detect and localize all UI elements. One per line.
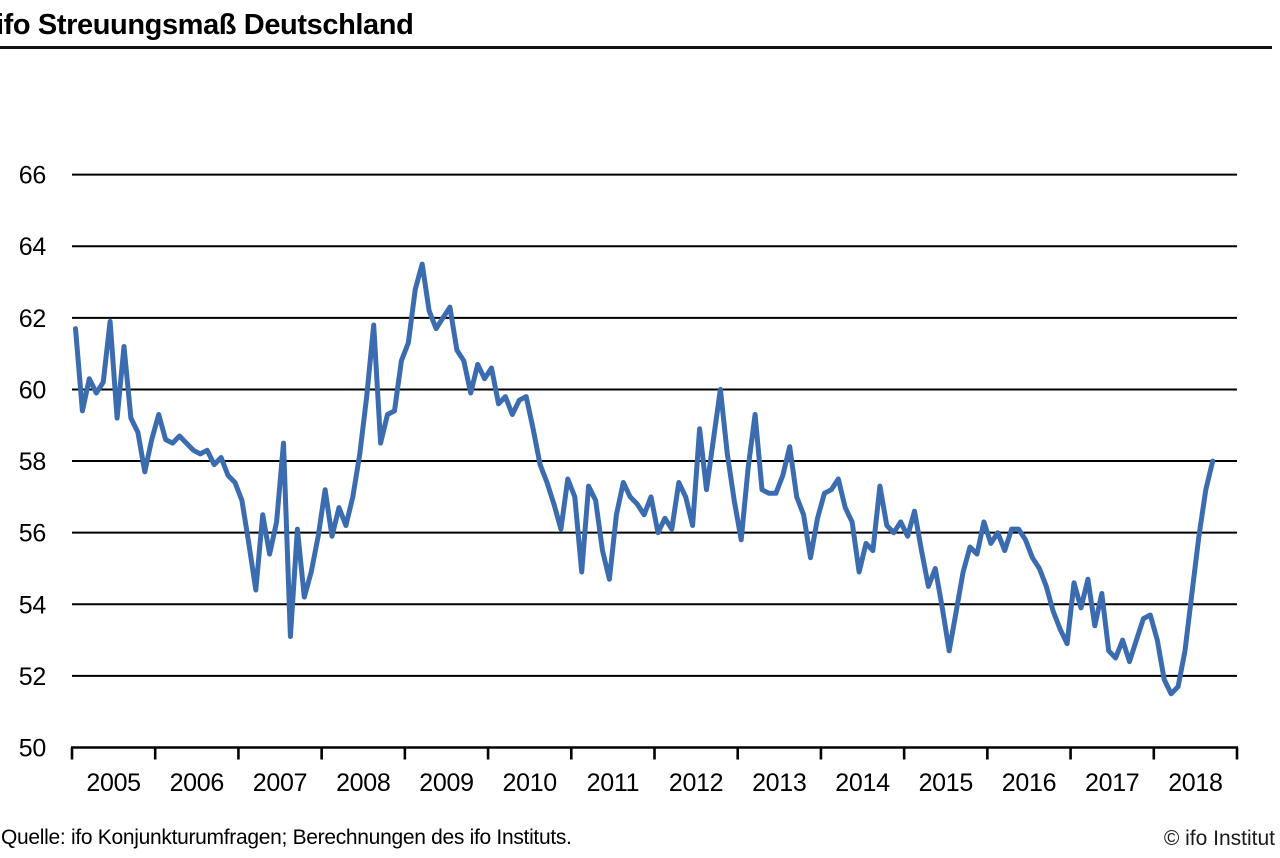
x-axis-ticks (70, 747, 1239, 760)
x-axis-tick-label: 2016 (1002, 769, 1056, 797)
y-axis-tick-label: 54 (19, 591, 47, 619)
y-axis-labels: 66 64 62 60 58 56 54 52 50 (19, 162, 47, 763)
x-axis-tick-label: 2017 (1085, 769, 1139, 797)
y-axis-tick-label: 62 (19, 305, 46, 333)
x-axis-tick-label: 2007 (253, 769, 307, 797)
y-axis-tick-label: 50 (19, 735, 46, 763)
x-axis-tick-label: 2008 (336, 769, 390, 797)
y-axis-tick-label: 58 (19, 448, 46, 476)
line-chart: 66 64 62 60 58 56 54 52 50 2005 2006 200… (19, 162, 1239, 797)
series-line (73, 261, 1216, 697)
x-axis-tick-label: 2015 (919, 769, 973, 797)
copyright-note: © ifo Institut (1163, 827, 1275, 850)
x-axis-tick-label: 2010 (502, 769, 556, 797)
x-axis-tick-label: 2009 (419, 769, 473, 797)
y-axis-tick-label: 64 (19, 233, 47, 261)
gridlines (72, 173, 1237, 677)
source-note: Quelle: ifo Konjunkturumfragen; Berechnu… (1, 826, 572, 849)
x-axis-tick-label: 2013 (752, 769, 806, 797)
x-axis-tick-label: 2006 (170, 769, 224, 797)
x-axis-tick-label: 2014 (835, 769, 890, 797)
y-axis-tick-label: 60 (19, 376, 46, 404)
y-axis-tick-label: 52 (19, 663, 46, 691)
x-axis-labels: 2005 2006 2007 2008 2009 2010 2011 2012 … (86, 769, 1223, 797)
x-axis-tick-label: 2011 (587, 769, 640, 797)
y-axis-tick-label: 56 (19, 520, 46, 548)
x-axis-tick-label: 2018 (1168, 769, 1222, 797)
chart-title: ifo Streuungsmaß Deutschland (0, 9, 414, 41)
x-axis-tick-label: 2012 (669, 769, 723, 797)
x-axis-tick-label: 2005 (86, 769, 140, 797)
title-divider (0, 46, 1272, 49)
y-axis-tick-label: 66 (19, 162, 46, 190)
